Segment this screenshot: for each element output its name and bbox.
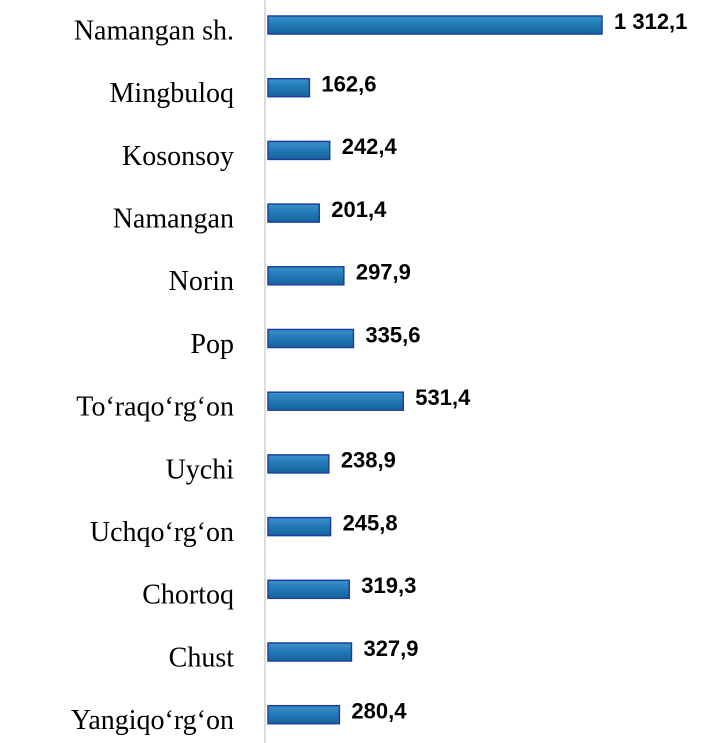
value-label: 297,9 — [356, 260, 411, 285]
value-label: 531,4 — [415, 385, 471, 410]
bar — [267, 579, 351, 600]
value-label: 335,6 — [365, 322, 420, 347]
category-label: Mingbuloq — [110, 78, 234, 109]
category-label: Namangan — [113, 204, 234, 235]
category-label: Yangiqo‘rg‘on — [71, 705, 234, 736]
value-label: 162,6 — [321, 72, 376, 97]
bar — [267, 77, 311, 98]
value-label: 280,4 — [351, 699, 407, 724]
bar — [267, 15, 603, 35]
bar — [267, 266, 345, 286]
value-label: 245,8 — [343, 510, 398, 535]
bar — [267, 140, 331, 161]
value-label: 327,9 — [363, 636, 418, 661]
value-label: 242,4 — [342, 134, 398, 159]
category-label: Uychi — [166, 454, 235, 485]
value-label: 1 312,1 — [614, 9, 687, 34]
bar — [267, 391, 405, 411]
value-label: 319,3 — [361, 573, 416, 598]
category-label: To‘raqo‘rg‘on — [76, 392, 234, 423]
category-label: Kosonsoy — [122, 141, 234, 172]
bar — [267, 203, 321, 223]
bar — [267, 642, 353, 662]
category-label: Chortoq — [142, 580, 234, 611]
bar — [267, 328, 355, 349]
category-label: Uchqo‘rg‘on — [90, 517, 234, 548]
bar — [267, 516, 332, 537]
category-label: Pop — [190, 329, 234, 360]
value-label: 201,4 — [331, 197, 387, 222]
bar — [267, 704, 341, 725]
category-label: Namangan sh. — [74, 15, 234, 46]
bar — [267, 454, 330, 474]
category-label: Norin — [169, 266, 234, 297]
category-label: Chust — [169, 642, 235, 673]
value-label: 238,9 — [341, 448, 396, 473]
